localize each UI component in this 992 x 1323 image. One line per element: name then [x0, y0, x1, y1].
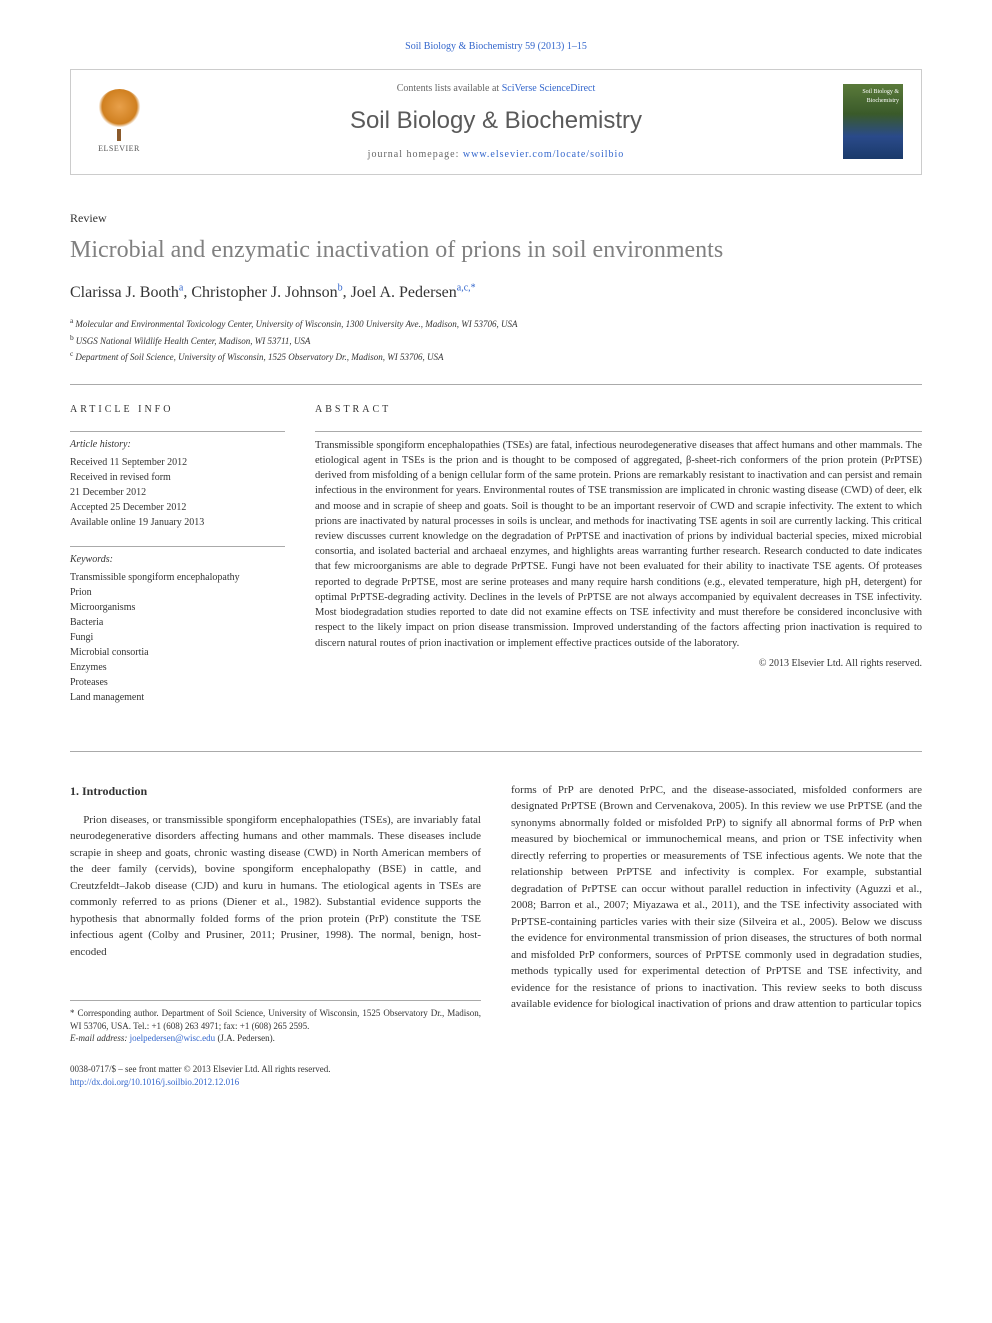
history-line: Received 11 September 2012	[70, 455, 285, 470]
journal-reference: Soil Biology & Biochemistry 59 (2013) 1–…	[70, 40, 922, 54]
journal-cover-thumbnail: Soil Biology & Biochemistry	[843, 84, 903, 159]
author: Christopher J. Johnsonb	[191, 284, 342, 301]
abstract: ABSTRACT Transmissible spongiform enceph…	[315, 403, 922, 721]
header-box: ELSEVIER Contents lists available at Sci…	[70, 69, 922, 175]
keywords-block: Keywords: Transmissible spongiform encep…	[70, 546, 285, 705]
divider	[70, 384, 922, 385]
homepage-link[interactable]: www.elsevier.com/locate/soilbio	[463, 149, 624, 160]
sciencedirect-link[interactable]: SciVerse ScienceDirect	[502, 83, 596, 94]
doi-link[interactable]: http://dx.doi.org/10.1016/j.soilbio.2012…	[70, 1077, 239, 1087]
history-line: Received in revised form	[70, 470, 285, 485]
article-type: Review	[70, 210, 922, 227]
keyword: Enzymes	[70, 660, 285, 675]
abstract-text: Transmissible spongiform encephalopathie…	[315, 431, 922, 651]
footer-line: 0038-0717/$ – see front matter © 2013 El…	[70, 1063, 481, 1090]
footnotes: * Corresponding author. Department of So…	[70, 1000, 481, 1045]
corresponding-author: * Corresponding author. Department of So…	[70, 1007, 481, 1032]
header-center: Contents lists available at SciVerse Sci…	[169, 82, 823, 162]
history-line: Available online 19 January 2013	[70, 515, 285, 530]
article-info-heading: ARTICLE INFO	[70, 403, 285, 417]
body-column-right: forms of PrP are denoted PrPC, and the d…	[511, 782, 922, 1090]
divider	[70, 751, 922, 752]
keyword: Proteases	[70, 675, 285, 690]
affiliations: aMolecular and Environmental Toxicology …	[70, 316, 922, 364]
authors-line: Clarissa J. Bootha, Christopher J. Johns…	[70, 281, 922, 304]
homepage-line: journal homepage: www.elsevier.com/locat…	[169, 148, 823, 162]
article-info: ARTICLE INFO Article history: Received 1…	[70, 403, 285, 721]
elsevier-logo: ELSEVIER	[89, 89, 149, 154]
body-paragraph: forms of PrP are denoted PrPC, and the d…	[511, 782, 922, 1013]
keyword: Prion	[70, 585, 285, 600]
author: Clarissa J. Bootha	[70, 284, 183, 301]
author: Joel A. Pedersena,c,*	[351, 284, 476, 301]
contents-line: Contents lists available at SciVerse Sci…	[169, 82, 823, 96]
elsevier-label: ELSEVIER	[98, 143, 140, 154]
cover-text: Soil Biology & Biochemistry	[843, 88, 899, 105]
body-paragraph: Prion diseases, or transmissible spongif…	[70, 812, 481, 961]
journal-name: Soil Biology & Biochemistry	[169, 104, 823, 138]
keyword: Microorganisms	[70, 600, 285, 615]
keyword: Land management	[70, 690, 285, 705]
affiliation: cDepartment of Soil Science, University …	[70, 349, 922, 364]
copyright: © 2013 Elsevier Ltd. All rights reserved…	[315, 657, 922, 671]
section-heading: 1. Introduction	[70, 782, 481, 800]
email-link[interactable]: joelpedersen@wisc.edu	[130, 1033, 216, 1043]
body-columns: 1. Introduction Prion diseases, or trans…	[70, 782, 922, 1090]
history-line: Accepted 25 December 2012	[70, 500, 285, 515]
keyword: Transmissible spongiform encephalopathy	[70, 570, 285, 585]
keywords-label: Keywords:	[70, 553, 285, 567]
homepage-text: journal homepage:	[368, 149, 463, 160]
keyword: Microbial consortia	[70, 645, 285, 660]
affiliation: bUSGS National Wildlife Health Center, M…	[70, 333, 922, 348]
article-title: Microbial and enzymatic inactivation of …	[70, 236, 922, 265]
body-column-left: 1. Introduction Prion diseases, or trans…	[70, 782, 481, 1090]
abstract-heading: ABSTRACT	[315, 403, 922, 417]
affiliation: aMolecular and Environmental Toxicology …	[70, 316, 922, 331]
elsevier-tree-icon	[97, 89, 142, 133]
contents-text: Contents lists available at	[397, 83, 502, 94]
keyword: Bacteria	[70, 615, 285, 630]
email-suffix: (J.A. Pedersen).	[215, 1033, 275, 1043]
email-line: E-mail address: joelpedersen@wisc.edu (J…	[70, 1032, 481, 1045]
keyword: Fungi	[70, 630, 285, 645]
front-matter: 0038-0717/$ – see front matter © 2013 El…	[70, 1063, 481, 1077]
history-line: 21 December 2012	[70, 485, 285, 500]
history-label: Article history:	[70, 438, 285, 452]
info-abstract-row: ARTICLE INFO Article history: Received 1…	[70, 403, 922, 721]
article-history-block: Article history: Received 11 September 2…	[70, 431, 285, 530]
email-label: E-mail address:	[70, 1033, 130, 1043]
